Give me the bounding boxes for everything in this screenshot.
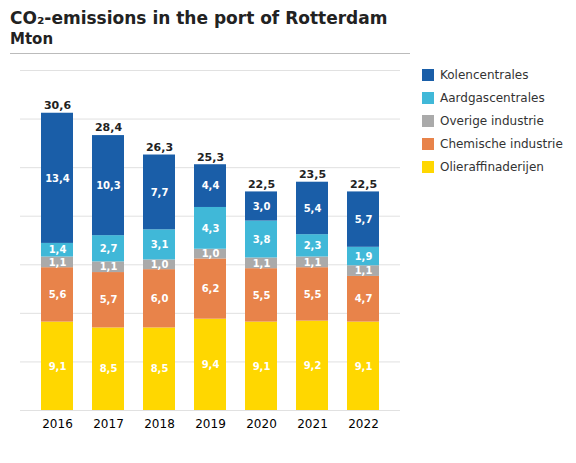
svg-text:1,9: 1,9 (355, 251, 373, 262)
svg-text:2018: 2018 (144, 417, 175, 431)
svg-text:2,3: 2,3 (304, 240, 322, 251)
svg-text:4,4: 4,4 (202, 180, 220, 191)
svg-text:1,1: 1,1 (253, 258, 271, 269)
svg-text:6,2: 6,2 (202, 283, 220, 294)
html-text:Mton: Mton (10, 30, 54, 48)
svg-text:26,3: 26,3 (146, 141, 173, 154)
svg-text:5,7: 5,7 (355, 214, 373, 225)
svg-text:1,0: 1,0 (202, 248, 220, 259)
svg-text:2022: 2022 (348, 417, 379, 431)
svg-text:2020: 2020 (246, 417, 277, 431)
svg-text:2021: 2021 (297, 417, 328, 431)
svg-text:1,4: 1,4 (49, 244, 67, 255)
svg-text:13,4: 13,4 (45, 173, 70, 184)
svg-text:9,2: 9,2 (304, 360, 322, 371)
svg-text:7,7: 7,7 (151, 187, 169, 198)
html-text:Overige industrie: Overige industrie (440, 114, 544, 128)
html-text:Chemische industrie: Chemische industrie (440, 137, 563, 151)
svg-text:5,5: 5,5 (253, 290, 271, 301)
svg-text:1,1: 1,1 (100, 261, 118, 272)
svg-text:22,5: 22,5 (350, 178, 377, 191)
svg-text:9,1: 9,1 (253, 361, 271, 372)
svg-text:5,4: 5,4 (304, 203, 322, 214)
svg-text:8,5: 8,5 (100, 363, 118, 374)
svg-text:30,6: 30,6 (44, 99, 71, 112)
svg-text:9,1: 9,1 (49, 361, 67, 372)
svg-text:5,7: 5,7 (100, 294, 118, 305)
svg-text:2019: 2019 (195, 417, 226, 431)
svg-text:25,3: 25,3 (197, 151, 224, 164)
svg-text:22,5: 22,5 (248, 178, 275, 191)
svg-text:1,1: 1,1 (304, 257, 322, 268)
svg-text:1,1: 1,1 (355, 265, 373, 276)
svg-text:4,7: 4,7 (355, 293, 373, 304)
html-text:Aardgascentrales: Aardgascentrales (440, 91, 545, 105)
svg-text:3,1: 3,1 (151, 239, 169, 250)
html-text:Olieraffinaderijen: Olieraffinaderijen (440, 160, 544, 174)
svg-text:3,0: 3,0 (253, 201, 271, 212)
svg-text:4,3: 4,3 (202, 223, 220, 234)
svg-text:10,3: 10,3 (96, 180, 121, 191)
svg-text:3,8: 3,8 (253, 234, 271, 245)
html-text:Kolencentrales: Kolencentrales (440, 68, 529, 82)
svg-text:1,1: 1,1 (49, 257, 67, 268)
svg-text:8,5: 8,5 (151, 363, 169, 374)
svg-text:1,0: 1,0 (151, 259, 169, 270)
svg-text:2016: 2016 (42, 417, 73, 431)
svg-text:28,4: 28,4 (95, 121, 122, 134)
svg-text:9,4: 9,4 (202, 359, 220, 370)
svg-text:5,5: 5,5 (304, 289, 322, 300)
html-text:CO₂-emissions in the port of R: CO₂-emissions in the port of Rotterdam (10, 8, 388, 28)
svg-text:2017: 2017 (93, 417, 124, 431)
svg-text:6,0: 6,0 (151, 293, 169, 304)
svg-text:9,1: 9,1 (355, 361, 373, 372)
svg-text:2,7: 2,7 (100, 243, 118, 254)
svg-text:5,6: 5,6 (49, 289, 67, 300)
svg-text:23,5: 23,5 (299, 168, 326, 181)
